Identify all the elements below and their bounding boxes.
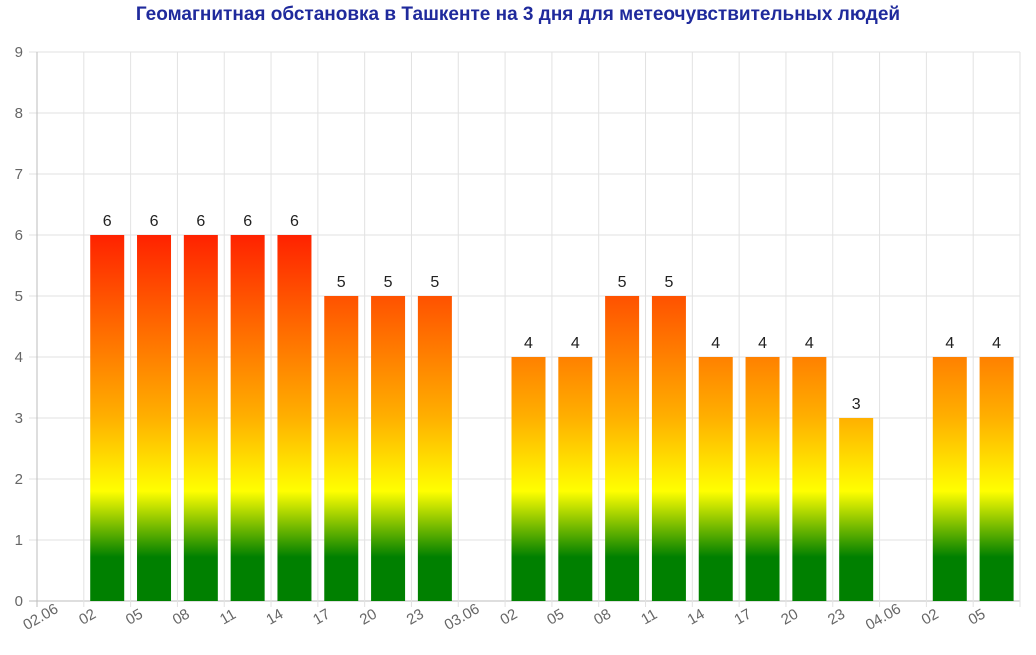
bar-value-label: 4 [992, 335, 1001, 352]
bar [605, 296, 640, 601]
y-tick-label: 4 [15, 349, 23, 366]
bar-value-label: 5 [337, 274, 346, 291]
bar [371, 296, 406, 601]
y-tick-label: 6 [15, 227, 23, 244]
x-axis-ticks: 02.06 02 05 08 11 14 17 20 23 03.06 02 05 08 11 14 17 20… [20, 600, 988, 633]
bar [558, 357, 593, 601]
bar-value-label: 5 [384, 274, 393, 291]
x-tick-label: 02 [76, 606, 99, 629]
x-tick-label: 14 [685, 606, 708, 629]
bar-value-label: 4 [524, 335, 533, 352]
bar [651, 296, 686, 601]
chart-title: Геомагнитная обстановка в Ташкенте на 3 … [135, 4, 901, 25]
x-tick-label: 02 [919, 606, 942, 629]
bar [324, 296, 359, 601]
y-tick-label: 8 [15, 105, 23, 122]
x-tick-label: 20 [778, 606, 801, 629]
x-tick-label: 11 [217, 606, 239, 629]
bar [979, 357, 1014, 601]
x-tick-label: 05 [123, 606, 146, 629]
bar-value-label: 4 [758, 335, 767, 352]
y-tick-label: 7 [15, 166, 23, 183]
x-tick-label: 03.06 [442, 600, 483, 633]
y-tick-label: 5 [15, 288, 23, 305]
y-tick-label: 0 [15, 593, 23, 610]
x-tick-label: 23 [825, 606, 848, 629]
bar-value-label: 4 [711, 335, 720, 352]
y-tick-label: 9 [15, 44, 23, 61]
bar [932, 357, 967, 601]
x-tick-label: 05 [965, 606, 988, 629]
x-tick-label: 20 [357, 606, 380, 629]
bar [277, 235, 312, 601]
x-tick-label: 02 [497, 606, 520, 629]
bar-value-label: 5 [664, 274, 673, 291]
bar-value-label: 6 [103, 213, 112, 230]
bar [183, 235, 218, 601]
bar-value-label: 6 [290, 213, 299, 230]
x-tick-label: 17 [731, 606, 754, 629]
bar-value-label: 6 [150, 213, 159, 230]
x-tick-label: 05 [544, 606, 567, 629]
x-tick-label: 02.06 [20, 600, 61, 633]
bar [137, 235, 172, 601]
x-tick-label: 23 [404, 606, 427, 629]
data-labels: 6 6 6 6 6 5 5 5 4 4 5 5 4 4 4 3 4 4 [103, 213, 1001, 413]
bar-value-label: 4 [945, 335, 954, 352]
x-tick-label: 11 [638, 606, 660, 629]
y-tick-label: 1 [15, 532, 23, 549]
bar [230, 235, 265, 601]
x-tick-label: 08 [170, 606, 193, 629]
bar [417, 296, 452, 601]
x-tick-label: 14 [263, 606, 286, 629]
bar-value-label: 4 [571, 335, 580, 352]
bar [745, 357, 780, 601]
bar-value-label: 6 [243, 213, 252, 230]
y-tick-label: 3 [15, 410, 23, 427]
bar [90, 235, 125, 601]
bar-value-label: 5 [430, 274, 439, 291]
x-tick-label: 04.06 [863, 600, 904, 633]
bar-value-label: 5 [618, 274, 627, 291]
bar [511, 357, 546, 601]
x-tick-label: 17 [310, 606, 333, 629]
y-tick-label: 2 [15, 471, 23, 488]
bar-value-label: 3 [852, 396, 861, 413]
bar [839, 418, 874, 601]
bars [90, 235, 1014, 601]
bar [698, 357, 733, 601]
bar-value-label: 4 [805, 335, 814, 352]
y-axis-ticks: 0 1 2 3 4 5 6 7 8 9 [15, 44, 23, 610]
bar-value-label: 6 [196, 213, 205, 230]
x-tick-label: 08 [591, 606, 614, 629]
bar [792, 357, 827, 601]
